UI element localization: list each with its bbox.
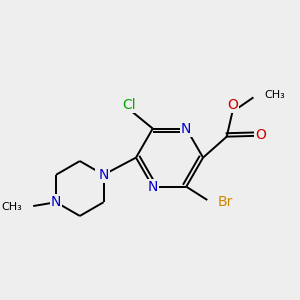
Text: N: N: [181, 122, 191, 136]
Text: Br: Br: [218, 195, 233, 209]
Text: N: N: [97, 168, 107, 182]
Text: CH₃: CH₃: [264, 91, 285, 100]
Text: O: O: [227, 98, 238, 112]
Text: N: N: [98, 168, 109, 182]
Text: Cl: Cl: [122, 98, 136, 112]
Text: N: N: [148, 180, 158, 194]
Text: O: O: [256, 128, 266, 142]
Text: CH₃: CH₃: [2, 202, 22, 212]
Text: N: N: [51, 195, 61, 209]
